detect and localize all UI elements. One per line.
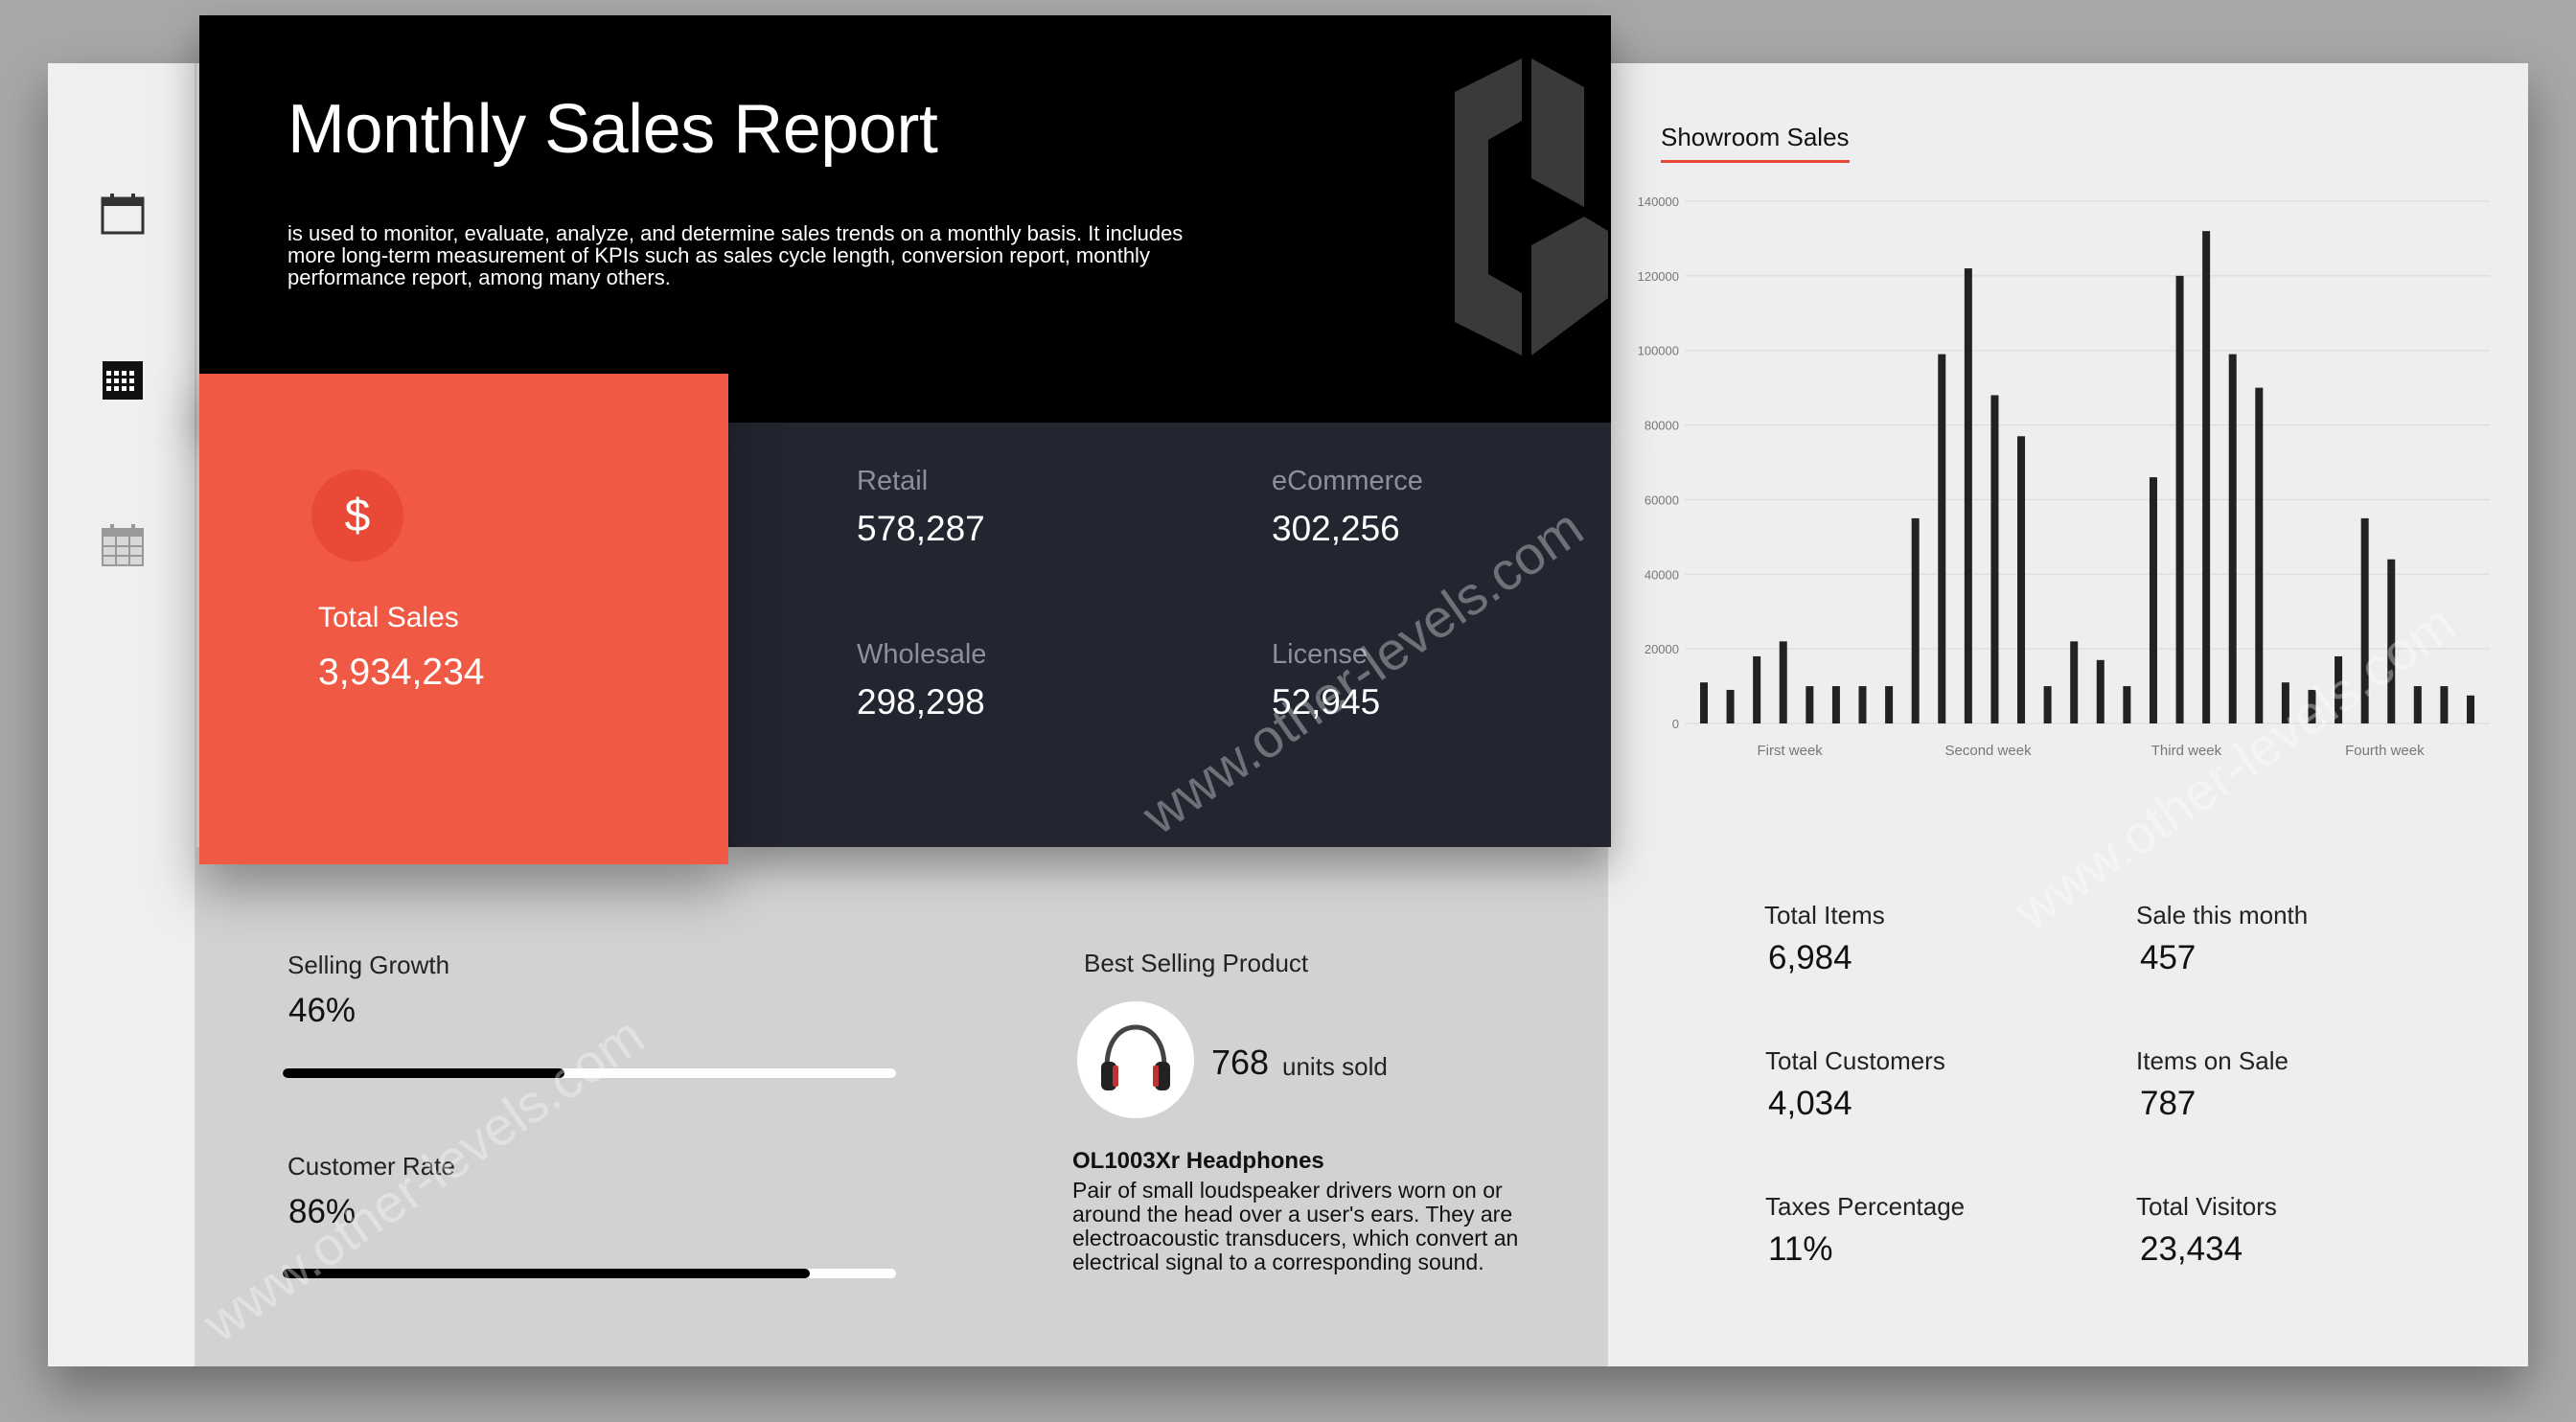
chart-bar — [1806, 686, 1814, 723]
units-sold-label: units sold — [1282, 1052, 1388, 1081]
metric-value: 302,256 — [1272, 509, 1400, 548]
sidebar — [48, 63, 196, 1366]
stat-sale-this-month-value: 457 — [2140, 939, 2196, 976]
customer-rate-value: 86% — [288, 1193, 356, 1230]
showroom-sales-chart: 0 20000 40000 60000 80000 100000 120000 140000 F… — [1638, 195, 2490, 759]
metric-label: eCommerce — [1272, 466, 1423, 496]
customer-rate-label: Customer Rate — [288, 1152, 455, 1181]
chart-bar — [2043, 686, 2052, 723]
chart-bar — [2228, 354, 2237, 723]
stat-sale-this-month-label: Sale this month — [2136, 901, 2309, 929]
right-panel — [1608, 63, 2528, 1366]
calendar-icon[interactable] — [99, 190, 147, 238]
calendar-table-icon[interactable] — [99, 521, 147, 569]
y-tick-label: 140000 — [1638, 195, 1679, 209]
metric-retail: Retail 578,287 — [857, 466, 985, 549]
customer-rate-bar-fill — [283, 1269, 811, 1278]
page-title: Monthly Sales Report — [288, 91, 938, 168]
customer-rate-bar — [283, 1269, 896, 1278]
stat-items-on-sale-value: 787 — [2140, 1085, 2196, 1122]
report-header: Monthly Sales Report is used to monitor,… — [199, 15, 1611, 423]
x-tick-label: Fourth week — [2345, 743, 2425, 759]
chart-bar — [2149, 477, 2157, 723]
chart-bar — [2202, 231, 2211, 724]
chart-bar — [2467, 695, 2474, 723]
chart-bar — [2281, 682, 2289, 723]
chart-bar — [1831, 686, 1840, 723]
chart-bar — [2255, 387, 2264, 723]
stat-total-visitors-label: Total Visitors — [2136, 1192, 2277, 1221]
chart-bar — [1990, 395, 1999, 723]
chart-bar — [1964, 268, 1972, 723]
dollar-icon: $ — [311, 470, 403, 562]
y-tick-label: 0 — [1672, 717, 1679, 731]
product-image — [1077, 1001, 1194, 1118]
metrics-panel: Retail 578,287 eCommerce 302,256 Wholesa… — [728, 423, 1611, 847]
stat-total-items-value: 6,984 — [1768, 939, 1852, 976]
chart-bar — [2175, 275, 2184, 723]
metric-license: License 52,945 — [1272, 639, 1380, 722]
chart-bar — [1938, 354, 1946, 723]
chart-bar — [1911, 517, 1920, 723]
stat-total-items-label: Total Items — [1764, 901, 1885, 929]
x-tick-label: Third week — [2151, 743, 2222, 759]
y-tick-label: 60000 — [1644, 493, 1679, 507]
product-description: Pair of small loudspeaker drivers worn o… — [1072, 1178, 1519, 1274]
chart-bar — [1700, 682, 1708, 723]
metric-ecommerce: eCommerce 302,256 — [1272, 466, 1423, 549]
chart-bar — [1779, 641, 1787, 723]
units-sold-value: 768 — [1211, 1043, 1270, 1082]
chart-bar — [2070, 641, 2079, 723]
chart-bar — [1885, 686, 1894, 723]
stat-total-customers-value: 4,034 — [1768, 1085, 1852, 1122]
bottom-panel — [196, 847, 1608, 1366]
y-tick-label: 100000 — [1638, 344, 1679, 358]
chart-bar — [2360, 517, 2369, 723]
total-sales-card: $ Total Sales 3,934,234 — [199, 374, 728, 864]
stat-taxes-percentage-value: 11% — [1768, 1230, 1833, 1268]
chart-bar — [2017, 436, 2026, 723]
stat-items-on-sale-label: Items on Sale — [2136, 1046, 2288, 1075]
headphones-icon — [1101, 1024, 1170, 1090]
metric-value: 298,298 — [857, 682, 985, 722]
chart-bar — [2387, 559, 2396, 723]
y-tick-label: 40000 — [1644, 567, 1679, 582]
product-name: OL1003Xr Headphones — [1072, 1148, 1324, 1174]
chart-bar — [2096, 659, 2104, 723]
best-product-title: Best Selling Product — [1084, 949, 1309, 977]
metric-label: Wholesale — [857, 639, 987, 670]
chart-bar — [2440, 686, 2449, 723]
stat-total-customers-label: Total Customers — [1765, 1046, 1945, 1075]
metric-value: 578,287 — [857, 509, 985, 548]
chart-bar — [2334, 655, 2343, 723]
metric-wholesale: Wholesale 298,298 — [857, 639, 986, 722]
chart-bar — [1726, 689, 1735, 723]
stat-total-visitors-value: 23,434 — [2140, 1230, 2243, 1268]
report-description: is used to monitor, evaluate, analyze, a… — [288, 221, 1184, 289]
y-tick-label: 80000 — [1644, 419, 1679, 433]
selling-growth-label: Selling Growth — [288, 951, 450, 979]
metric-label: Retail — [857, 466, 929, 496]
metric-label: License — [1272, 639, 1368, 670]
selling-growth-value: 46% — [288, 992, 356, 1029]
brand-logo-icon — [1455, 58, 1608, 356]
chart-bar — [1753, 655, 1761, 723]
total-sales-label: Total Sales — [318, 602, 459, 633]
chart-bar — [1858, 686, 1867, 723]
calendar-grid-icon[interactable] — [99, 356, 147, 403]
total-sales-value: 3,934,234 — [318, 652, 485, 693]
chart-title: Showroom Sales — [1661, 123, 1850, 163]
chart-bar — [2413, 686, 2422, 723]
y-tick-label: 20000 — [1644, 642, 1679, 656]
chart-bar — [2123, 686, 2131, 723]
x-tick-label: Second week — [1945, 743, 2033, 759]
chart-bar — [2308, 689, 2316, 723]
y-tick-label: 120000 — [1638, 269, 1679, 284]
selling-growth-bar-fill — [283, 1068, 565, 1078]
selling-growth-bar — [283, 1068, 896, 1078]
stat-taxes-percentage-label: Taxes Percentage — [1765, 1192, 1966, 1221]
metric-value: 52,945 — [1272, 682, 1381, 722]
x-tick-label: First week — [1757, 743, 1823, 759]
